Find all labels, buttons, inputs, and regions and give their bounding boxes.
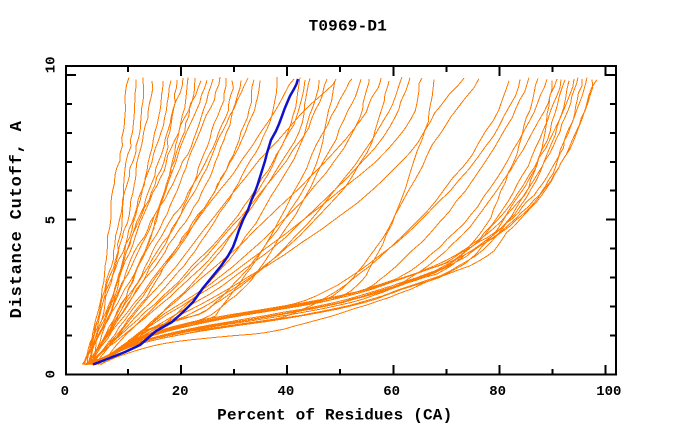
svg-text:0: 0 [61,384,69,400]
svg-text:10: 10 [44,56,60,73]
svg-text:80: 80 [489,384,506,400]
svg-text:T0969-D1: T0969-D1 [309,18,387,36]
svg-text:5: 5 [44,216,60,224]
svg-text:20: 20 [172,384,189,400]
svg-text:100: 100 [596,384,621,400]
svg-text:0: 0 [44,370,60,378]
svg-text:Distance Cutoff, A: Distance Cutoff, A [8,120,27,318]
svg-text:40: 40 [277,384,294,400]
svg-text:60: 60 [383,384,400,400]
svg-text:Percent of Residues (CA): Percent of Residues (CA) [217,406,452,424]
